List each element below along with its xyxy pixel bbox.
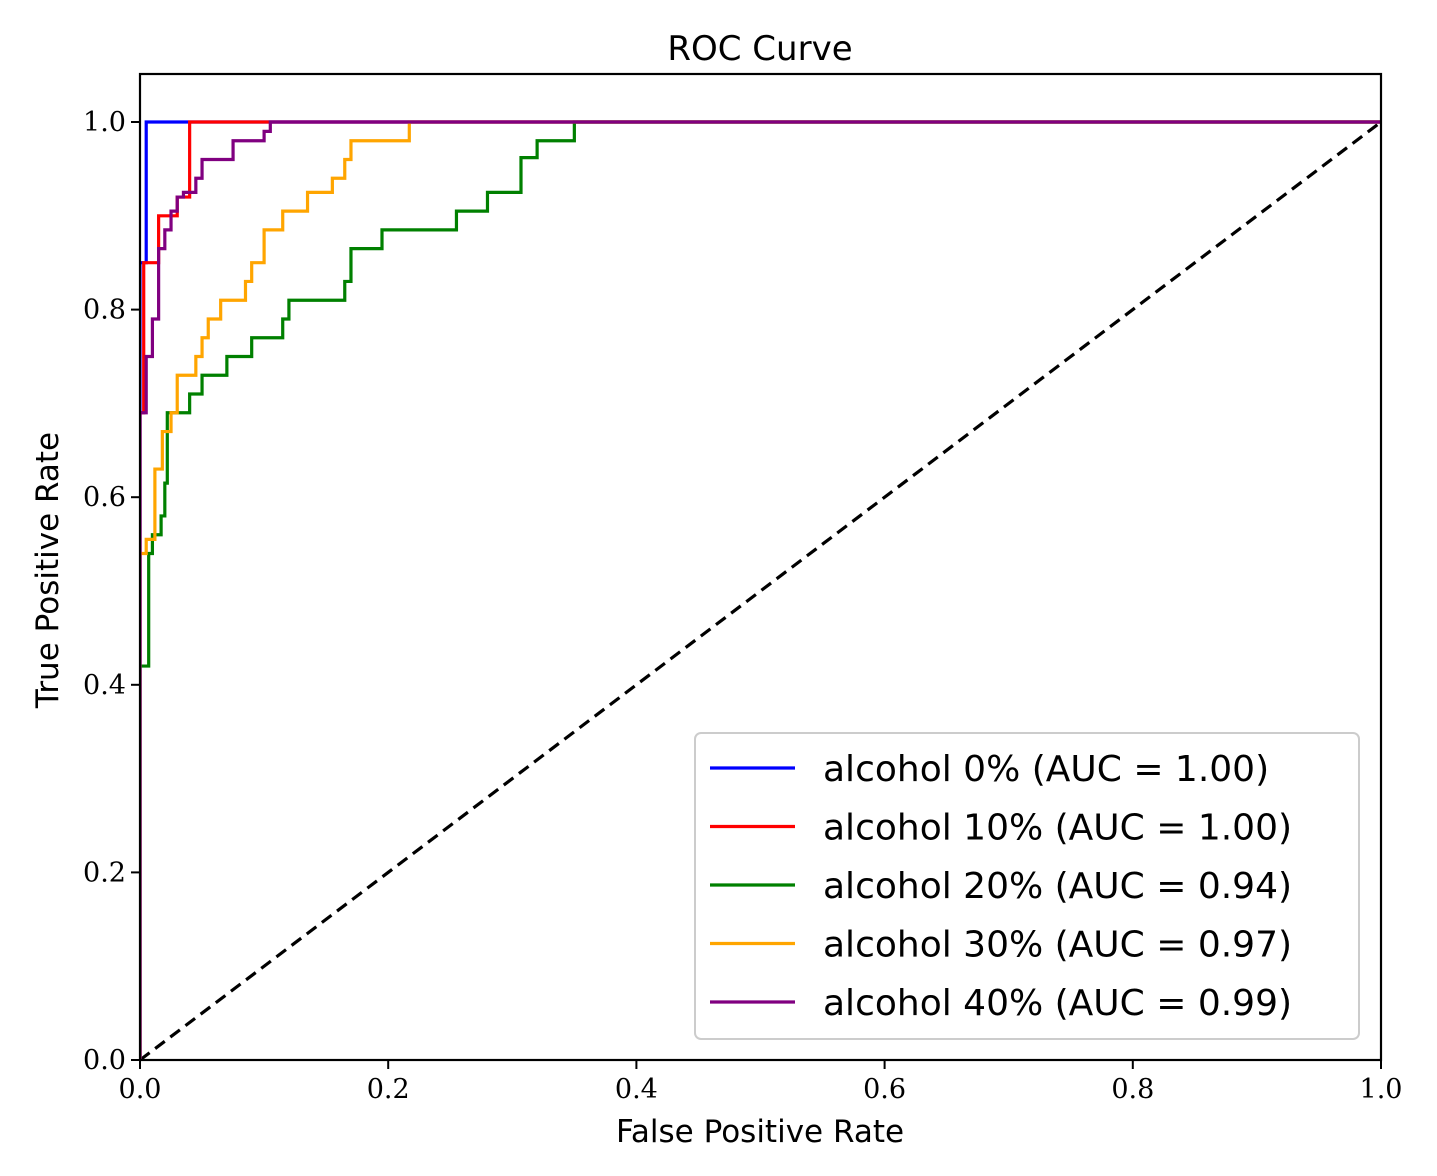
legend: alcohol 0% (AUC = 1.00) alcohol 10% (AUC … [694, 732, 1360, 1040]
plot-frame [138, 72, 1383, 1062]
x-tick-label: 0.2 [367, 1074, 410, 1105]
legend-entry-label: alcohol 30% (AUC = 0.97) [823, 925, 1292, 966]
roc-series-line-4 [140, 120, 1381, 1060]
x-tick-label: 0.4 [615, 1074, 658, 1105]
x-tick-label: 0.6 [863, 1074, 906, 1105]
y-tick-label: 0.0 [83, 1045, 126, 1076]
roc-series-line-3 [140, 120, 1381, 1060]
legend-box [694, 732, 1360, 1040]
x-axis-label: False Positive Rate [616, 1114, 904, 1150]
plot-area [138, 72, 1383, 1062]
legend-entry-label: alcohol 0% (AUC = 1.00) [823, 749, 1269, 790]
reference-diagonal-line [139, 120, 1382, 1062]
y-tick-label: 0.4 [83, 670, 126, 701]
y-tick-label: 1.0 [83, 107, 126, 138]
x-tick-label: 0.0 [119, 1074, 162, 1105]
legend-entry-label: alcohol 20% (AUC = 0.94) [823, 866, 1292, 907]
y-tick-label: 0.8 [83, 295, 126, 326]
x-tick-label: 1.0 [1360, 1074, 1403, 1105]
y-axis-label: True Positive Rate [30, 432, 66, 709]
chart-title: ROC Curve [667, 29, 852, 69]
y-tick-label: 0.2 [83, 857, 126, 888]
x-tick-label: 0.8 [1111, 1074, 1154, 1105]
legend-entry-label: alcohol 10% (AUC = 1.00) [823, 808, 1292, 849]
roc-series-line-2 [140, 120, 1381, 1060]
axis-ticks: 0.0 0.2 0.4 0.6 0.8 1.0 0.0 0.2 0.4 0.6 0.8 1.0 [83, 107, 1402, 1105]
legend-entry-label: alcohol 40% (AUC = 0.99) [823, 983, 1292, 1024]
y-tick-label: 0.6 [83, 482, 126, 513]
